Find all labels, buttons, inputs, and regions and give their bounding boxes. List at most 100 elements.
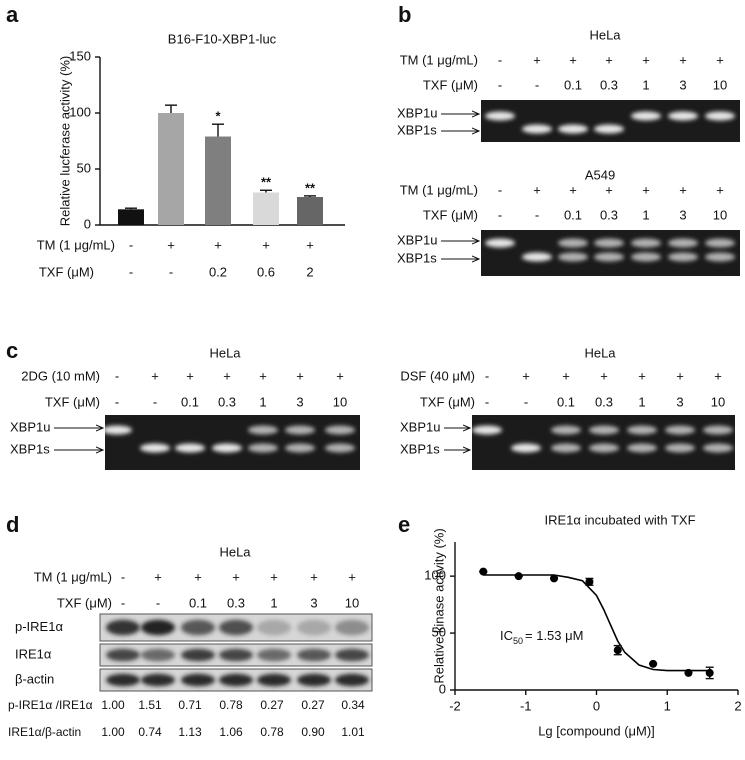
treatment-value: + (223, 368, 231, 383)
gel-band (558, 252, 588, 262)
bar (297, 197, 323, 225)
panel-letter: c (6, 338, 18, 363)
treatment-value: + (154, 569, 162, 584)
gel-band (248, 443, 278, 453)
treatment-value: 0.1 (189, 595, 207, 610)
treatment-value: 0.1 (564, 207, 582, 222)
blot-band (335, 648, 369, 662)
ratio-value: 0.27 (260, 698, 284, 712)
gel-band (551, 425, 581, 435)
treatment-value: 3 (679, 77, 686, 92)
data-point (550, 574, 559, 583)
gel-band (594, 252, 624, 262)
blot-band (106, 673, 140, 687)
gel-band (285, 425, 315, 435)
data-point (514, 572, 523, 581)
band-label: XBP1u (397, 105, 437, 120)
treatment-value: - (121, 569, 125, 584)
treatment-value: + (676, 368, 684, 383)
blot-band (335, 619, 369, 636)
cell-line-label: A549 (585, 167, 615, 182)
treatment-value: 0.3 (227, 595, 245, 610)
gel-band (558, 238, 588, 248)
gel-band (589, 443, 619, 453)
treatment-value: 0.1 (557, 394, 575, 409)
gel-band (140, 443, 170, 453)
treatment-value: + (310, 569, 318, 584)
ratio-value: 0.90 (301, 725, 325, 739)
ratio-value: 1.00 (101, 725, 125, 739)
cell-line-label: HeLa (584, 345, 616, 360)
treatment-value: - (498, 77, 502, 92)
treatment-value: + (296, 368, 304, 383)
band-label: IRE1α (15, 646, 52, 661)
treatment-value: 3 (676, 394, 683, 409)
gel-background (481, 100, 740, 142)
treatment-value: + (605, 52, 613, 67)
treatment-value: 0.6 (257, 264, 275, 279)
treatment-value: - (535, 207, 539, 222)
treatment-value: 10 (713, 77, 727, 92)
y-tick-label: 0 (84, 216, 91, 231)
panel-letter: b (398, 2, 411, 27)
gel-background (105, 415, 360, 470)
band-label: XBP1s (400, 441, 440, 456)
gel-band (551, 443, 581, 453)
blot-band (219, 673, 253, 687)
treatment-value: - (524, 394, 528, 409)
blot-band (297, 673, 331, 687)
panel-letter: e (398, 512, 410, 537)
gel-band (665, 425, 695, 435)
treatment-value: 1 (642, 77, 649, 92)
blot-band (106, 619, 140, 636)
blot-band (181, 648, 215, 662)
gel-band (325, 425, 355, 435)
blot-band (297, 619, 331, 636)
treatment-value: + (336, 368, 344, 383)
gel-band (668, 252, 698, 262)
significance-label: * (215, 109, 221, 124)
blot-band (257, 673, 291, 687)
treatment-value: - (129, 264, 133, 279)
ratio-value: 1.00 (101, 698, 125, 712)
treatment-value: + (194, 569, 202, 584)
treatment-value: - (498, 182, 502, 197)
gel-band (594, 124, 624, 134)
treatment-value: + (270, 569, 278, 584)
treatment-value: + (306, 237, 314, 252)
band-label: XBP1u (397, 232, 437, 247)
cell-line-label: HeLa (589, 27, 621, 42)
bar (158, 113, 184, 225)
data-point (613, 646, 622, 655)
treatment-value: 3 (310, 595, 317, 610)
treatment-value: + (679, 182, 687, 197)
gel-band (665, 443, 695, 453)
significance-label: ** (261, 175, 272, 190)
blot-band (335, 673, 369, 687)
x-tick-label: 0 (593, 698, 600, 713)
treatment-value: - (485, 368, 489, 383)
gel-band (703, 443, 733, 453)
chart-title: B16-F10-XBP1-luc (168, 31, 277, 46)
treatment-value: + (214, 237, 222, 252)
blot-band (257, 648, 291, 662)
treatment-value: - (156, 595, 160, 610)
band-label: XBP1s (397, 250, 437, 265)
treatment-value: + (562, 368, 570, 383)
treatment-label: TXF (μM) (57, 595, 112, 610)
bar (253, 192, 279, 225)
ratio-value: 0.34 (341, 698, 365, 712)
treatment-value: + (600, 368, 608, 383)
treatment-value: 2 (306, 264, 313, 279)
treatment-value: 3 (296, 394, 303, 409)
blot-band (181, 673, 215, 687)
treatment-value: + (716, 52, 724, 67)
ratio-value: 1.01 (341, 725, 365, 739)
ratio-value: 0.78 (219, 698, 243, 712)
blot-band (297, 648, 331, 662)
treatment-value: - (169, 264, 173, 279)
treatment-value: 10 (711, 394, 725, 409)
ratio-value: 0.71 (178, 698, 202, 712)
treatment-value: + (716, 182, 724, 197)
gel-band (522, 124, 552, 134)
